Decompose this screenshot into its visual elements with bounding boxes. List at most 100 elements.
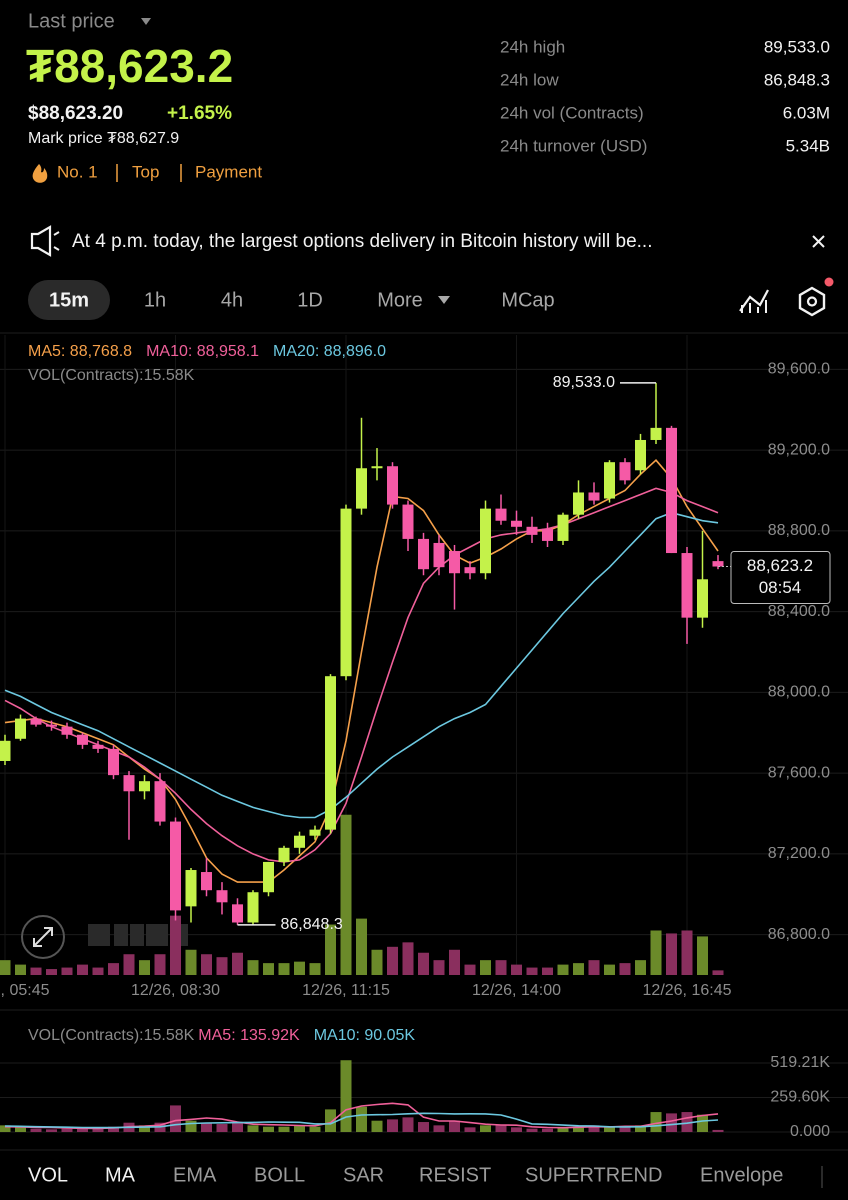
indicator-tab[interactable]: MA [105,1164,136,1186]
volume-bar [681,1112,693,1132]
stat-label: 24h high [500,37,565,56]
expand-icon[interactable] [33,927,53,947]
x-tick-label: 12/26, 11:15 [302,982,390,999]
volume-bar [294,1126,305,1132]
tag[interactable]: Top [132,162,159,181]
volume-bar [464,964,476,975]
indicator-tab[interactable]: SAR [343,1164,384,1186]
timeframe-tab[interactable]: 15m [49,289,89,311]
volume-bar [542,1128,553,1132]
volume-bar [309,963,321,975]
legend-entry: MA10: 90.05K [314,1027,416,1044]
indicator-tab[interactable]: EMA [173,1164,217,1186]
indicator-tab[interactable]: RESIST [419,1164,491,1186]
volume-bar [464,1127,476,1132]
tag[interactable]: Payment [195,162,262,181]
y-tick-label: 0.000 [790,1123,830,1140]
y-tick-label: 88,800.0 [768,522,830,539]
candle-body [325,676,336,830]
indicator-tab[interactable]: VOL [28,1164,68,1186]
stat-label: 24h turnover (USD) [500,136,647,155]
volume-bar [712,1129,724,1132]
volume-bar [201,1122,212,1132]
change: +1.65% [167,103,232,124]
volume-bar [650,930,662,975]
indicator-tab[interactable]: SUPERTREND [525,1164,662,1186]
close-button[interactable] [812,235,825,248]
marker-label: 89,533.0 [553,374,615,391]
volume-bar [46,969,57,975]
volume-bar [263,963,274,975]
settings-icon[interactable] [798,286,826,317]
volume-bar [557,1127,569,1132]
candle-body [495,508,507,521]
volume-bar [263,1126,274,1132]
timeframe-tab[interactable]: 1D [297,289,323,311]
volume-bar [185,1120,197,1132]
fire-icon [32,164,48,183]
timeframe-tab[interactable]: More [377,289,423,311]
candle-body [294,835,305,848]
volume-bar [573,1126,584,1132]
candle-body [185,870,197,907]
volume-bar [278,1126,290,1132]
last-price-box[interactable] [730,551,831,605]
candle-body [46,724,57,727]
volume-bar [697,936,708,975]
candle-body [697,579,708,618]
volume-bar [526,967,538,975]
last-price-label[interactable]: Last price [28,10,115,32]
candle-body [387,466,398,505]
volume-bar [356,918,367,975]
candle-body [263,861,274,893]
volume-bar [15,964,26,975]
candle-body [170,821,181,911]
volume-bar [278,963,290,975]
volume-bar [46,1129,57,1132]
ma-line [4,487,719,863]
timeframe-tab[interactable]: 1h [144,289,166,311]
candle-body [201,872,212,891]
megaphone-icon [53,246,60,251]
volume-bar [325,924,336,975]
timeframe-tab[interactable]: 4h [221,289,243,311]
volume-bar [216,957,228,975]
ma-line [4,511,719,819]
volume-bar [61,967,73,975]
timeframe-tab[interactable]: MCap [501,289,554,311]
chart-style-icon[interactable] [739,289,769,312]
expand-button[interactable] [21,915,65,959]
volume-bar [371,1120,383,1132]
candle-body [650,427,662,440]
candle-body [232,904,243,923]
selected-tab[interactable] [28,280,110,320]
volume-bar [666,933,677,975]
volume-bar [418,1122,429,1132]
chart-style-icon[interactable] [741,300,767,313]
volume-bar [247,960,259,975]
volume-bar [340,814,352,975]
volume-bar [30,1128,42,1132]
dropdown-arrow[interactable] [438,296,450,304]
indicator-tab[interactable]: Envelope [700,1164,783,1186]
volume-bar [201,954,212,975]
megaphone-icon [30,225,52,257]
volume-bar [433,1125,445,1132]
volume-bar [697,1114,708,1132]
volume-chart: 0.000 259.60K 519.21K VOL(Contracts):15.58K… [0,1027,848,1140]
announcement[interactable]: At 4 p.m. today, the largest options del… [72,231,652,252]
volume-bar [418,952,429,975]
y-tick-label: 519.21K [770,1054,830,1071]
volume-bar [92,1128,104,1132]
ma-line [4,459,719,883]
candle-body [0,740,11,761]
stat-label: 24h low [500,70,559,89]
tag[interactable]: No. 1 [57,162,98,181]
indicator-tab[interactable]: BOLL [254,1164,305,1186]
dropdown-arrow[interactable] [141,18,151,25]
candle-body [619,462,631,481]
volume-bar [294,961,305,975]
candle-body [557,514,569,541]
stat-value: 6.03M [783,103,830,122]
